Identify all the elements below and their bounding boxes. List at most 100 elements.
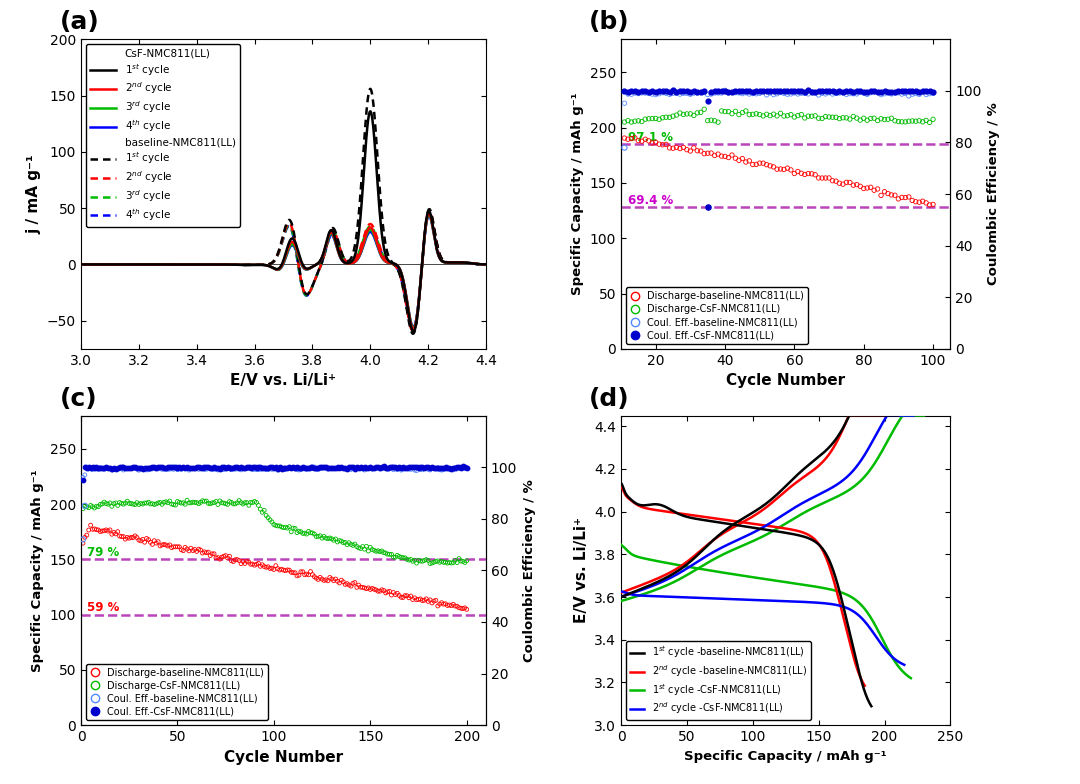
Point	[838, 85, 855, 97]
Point	[724, 149, 741, 162]
Point	[244, 461, 261, 474]
Point	[148, 462, 165, 474]
Point	[372, 463, 389, 475]
Point	[246, 463, 264, 476]
Point	[171, 496, 188, 509]
Point	[310, 530, 327, 543]
Point	[207, 552, 225, 564]
Point	[151, 461, 168, 474]
Point	[121, 497, 138, 510]
Point	[626, 87, 644, 100]
Point	[416, 554, 433, 567]
Point	[82, 519, 99, 532]
Point	[381, 463, 399, 475]
Point	[104, 464, 121, 477]
Point	[738, 156, 755, 169]
Point	[321, 532, 338, 544]
Point	[755, 85, 772, 98]
Point	[456, 601, 473, 614]
Point	[796, 111, 813, 124]
Point	[616, 85, 633, 97]
Point	[416, 462, 433, 474]
Point	[252, 461, 269, 474]
Point	[296, 527, 313, 539]
Point	[789, 88, 807, 100]
Point	[855, 112, 873, 125]
Point	[186, 463, 203, 475]
Point	[306, 528, 323, 540]
Point	[799, 88, 816, 100]
Point	[706, 85, 724, 97]
Point	[279, 462, 296, 474]
Point	[918, 114, 935, 127]
Point	[288, 463, 306, 476]
Point	[173, 461, 190, 474]
Point	[161, 461, 178, 474]
Point	[284, 567, 301, 579]
Point	[338, 539, 355, 551]
Point	[259, 462, 276, 474]
Point	[131, 464, 148, 477]
Point	[266, 518, 283, 531]
Point	[650, 138, 667, 151]
Point	[838, 176, 855, 189]
Point	[163, 498, 180, 510]
Point	[357, 462, 375, 474]
Point	[367, 461, 384, 474]
Point	[267, 519, 284, 532]
Point	[294, 461, 311, 474]
Point	[775, 87, 793, 100]
Point	[337, 536, 354, 549]
Point	[450, 553, 468, 565]
Y-axis label: E/V vs. Li/Li⁺: E/V vs. Li/Li⁺	[573, 517, 589, 623]
Point	[821, 111, 838, 123]
Point	[212, 463, 229, 475]
Point	[126, 463, 144, 475]
Point	[232, 461, 249, 474]
Point	[796, 87, 813, 100]
Point	[347, 576, 364, 589]
Point	[161, 495, 178, 507]
Point	[354, 581, 372, 593]
Point	[890, 193, 907, 205]
Point	[804, 85, 821, 98]
Y-axis label: Coulombic Efficiency / %: Coulombic Efficiency / %	[987, 103, 1000, 285]
Point	[105, 462, 122, 474]
Point	[242, 496, 259, 509]
Point	[768, 88, 785, 100]
Point	[323, 462, 340, 474]
Point	[113, 463, 130, 475]
Point	[244, 496, 261, 509]
Point	[124, 462, 141, 474]
Point	[325, 534, 342, 546]
Point	[810, 172, 827, 184]
Point	[426, 556, 443, 568]
Point	[340, 579, 357, 591]
Point	[429, 461, 446, 474]
Point	[111, 530, 129, 543]
Point	[356, 543, 374, 555]
Point	[298, 463, 315, 476]
Point	[271, 462, 288, 474]
Point	[914, 195, 931, 208]
Point	[266, 462, 283, 474]
Point	[111, 496, 129, 509]
Point	[904, 114, 921, 127]
Point	[291, 463, 308, 476]
Point	[356, 461, 374, 474]
Point	[99, 524, 117, 537]
Point	[288, 461, 306, 474]
Point	[131, 499, 148, 511]
Point	[710, 85, 727, 97]
Point	[775, 110, 793, 122]
Point	[194, 461, 212, 474]
Point	[431, 556, 448, 568]
Point	[242, 461, 259, 474]
Point	[696, 86, 713, 99]
Point	[389, 463, 406, 476]
Point	[78, 529, 95, 542]
Point	[335, 462, 352, 474]
Point	[418, 461, 435, 474]
Point	[163, 461, 180, 474]
Point	[159, 496, 176, 509]
